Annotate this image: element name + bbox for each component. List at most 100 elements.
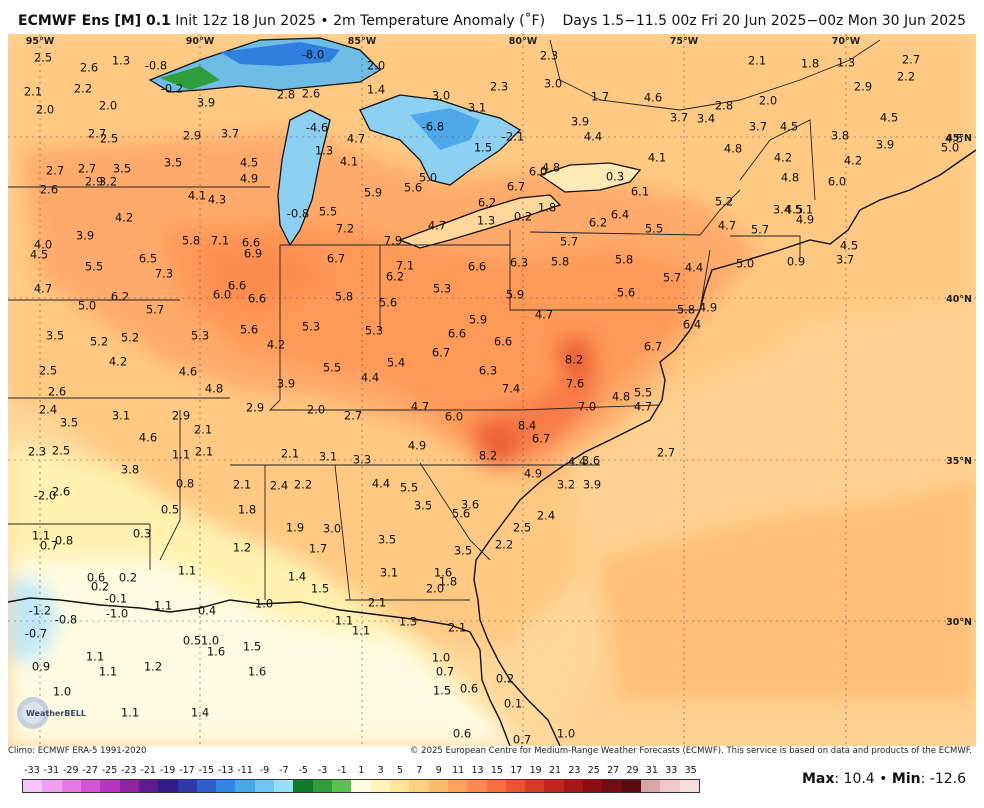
colorbar bbox=[22, 779, 700, 793]
anomaly-value: 3.5 bbox=[414, 499, 432, 513]
colorbar-swatch bbox=[42, 780, 62, 792]
anomaly-value: 1.1 bbox=[335, 614, 353, 628]
anomaly-value: 1.8 bbox=[801, 57, 819, 71]
anomaly-value: 0.6 bbox=[453, 727, 471, 741]
colorbar-tick-label: 23 bbox=[568, 765, 581, 776]
anomaly-value: 5.5 bbox=[634, 386, 652, 400]
anomaly-value: -0.8 bbox=[287, 207, 309, 221]
anomaly-value: 4.5 bbox=[840, 239, 858, 253]
anomaly-value: 3.1 bbox=[468, 101, 486, 115]
anomaly-value: 4.5 bbox=[780, 120, 798, 134]
anomaly-value: 3.8 bbox=[831, 129, 849, 143]
max-value: 10.4 bbox=[843, 771, 875, 787]
anomaly-value: 6.3 bbox=[479, 364, 497, 378]
anomaly-value: 4.9 bbox=[408, 439, 426, 453]
anomaly-value-labels: 2.5 1.3 -0.82.6-8.02.02.3 2.1 1.8 1.3 2.72.22.… bbox=[24, 48, 963, 747]
colorbar-tick-label: 25 bbox=[587, 765, 600, 776]
colorbar-tick-label: 1 bbox=[358, 765, 365, 776]
anomaly-value: 4.8 bbox=[724, 142, 742, 156]
colorbar-tick-label: -17 bbox=[179, 765, 195, 776]
anomaly-value: 1.5 bbox=[311, 582, 329, 596]
colorbar-tick-label: 13 bbox=[471, 765, 484, 776]
anomaly-value: 2.3 bbox=[490, 80, 508, 94]
anomaly-value: 3.0 bbox=[323, 522, 341, 536]
anomaly-value: 2.1 bbox=[281, 447, 299, 461]
anomaly-value: 0.2 bbox=[119, 571, 137, 585]
anomaly-value: 1.0 bbox=[255, 597, 273, 611]
anomaly-value: 6.4 bbox=[611, 208, 629, 222]
colorbar-tick-label: 33 bbox=[665, 765, 678, 776]
colorbar-swatch bbox=[389, 780, 410, 792]
anomaly-value: 2.2 bbox=[294, 478, 312, 492]
colorbar-tick-label: -33 bbox=[24, 765, 40, 776]
anomaly-value: 6.0 bbox=[445, 410, 463, 424]
colorbar-tick-label: 19 bbox=[529, 765, 542, 776]
anomaly-value: 2.9 bbox=[85, 175, 103, 189]
colorbar-tick-label: 27 bbox=[607, 765, 620, 776]
anomaly-value: 5.4 bbox=[387, 356, 405, 370]
colorbar-swatch bbox=[235, 780, 255, 792]
anomaly-value: 0.2 bbox=[91, 580, 109, 594]
colorbar-tick-label: -31 bbox=[43, 765, 60, 776]
anomaly-value: 1.8 bbox=[238, 503, 256, 517]
colorbar-tick-label: -11 bbox=[237, 765, 253, 776]
logo-wordmark: WeatherBELL bbox=[26, 709, 86, 718]
anomaly-value: 1.6 bbox=[434, 566, 452, 580]
colorbar-swatch bbox=[583, 780, 603, 792]
anomaly-value: 2.9 bbox=[854, 80, 872, 94]
anomaly-value: 3.2 bbox=[99, 175, 117, 189]
anomaly-value: 1.1 bbox=[86, 650, 104, 664]
anomaly-value: 4.2 bbox=[115, 211, 133, 225]
anomaly-value: 7.6 bbox=[566, 377, 584, 391]
anomaly-value: 1.1 bbox=[99, 665, 117, 679]
colorbar-tick-label: 35 bbox=[684, 765, 697, 776]
anomaly-value: 3.6 bbox=[582, 454, 600, 468]
anomaly-value: 1.1 bbox=[154, 599, 172, 613]
anomaly-value: 4.3 bbox=[208, 193, 226, 207]
min-label: Min bbox=[891, 771, 921, 787]
anomaly-value: 2.2 bbox=[74, 82, 92, 96]
colorbar-swatch bbox=[486, 780, 506, 792]
anomaly-value: 5.3 bbox=[365, 324, 383, 338]
anomaly-value: 6.4 bbox=[683, 318, 701, 332]
anomaly-value: 0.1 bbox=[504, 697, 522, 711]
anomaly-value: 1.4 bbox=[288, 570, 306, 584]
anomaly-value: 4.6 bbox=[179, 365, 197, 379]
anomaly-value: 5.6 bbox=[452, 507, 470, 521]
anomaly-value: 2.1 bbox=[233, 478, 251, 492]
anomaly-value: 5.5 bbox=[400, 481, 418, 495]
colorbar-tick-label: 9 bbox=[435, 765, 442, 776]
anomaly-value: 2.5 bbox=[100, 132, 118, 146]
anomaly-value: 5.7 bbox=[560, 235, 578, 249]
anomaly-value: 6.6 bbox=[248, 292, 266, 306]
anomaly-value: 7.3 bbox=[155, 267, 173, 281]
anomaly-value: 0.8 bbox=[176, 477, 194, 491]
anomaly-value: 3.7 bbox=[749, 120, 767, 134]
anomaly-value: 5.8 bbox=[182, 234, 200, 248]
anomaly-value: 3.5 bbox=[113, 162, 131, 176]
longitude-label: 80°W bbox=[509, 36, 538, 47]
colorbar-swatch bbox=[158, 780, 178, 792]
min-value: -12.6 bbox=[929, 771, 966, 787]
colorbar-swatch bbox=[293, 780, 313, 792]
anomaly-value: 0.7 bbox=[513, 733, 531, 747]
anomaly-value: 5.7 bbox=[663, 271, 681, 285]
anomaly-value: 4.7 bbox=[535, 308, 553, 322]
anomaly-value: 6.3 bbox=[510, 256, 528, 270]
anomaly-value: 2.7 bbox=[88, 127, 106, 141]
valid-range: 00z Fri 20 Jun 2025−00z Mon 30 Jun 2025 bbox=[671, 13, 967, 29]
anomaly-value: 4.7 bbox=[428, 219, 446, 233]
anomaly-value: 2.0 bbox=[759, 94, 777, 108]
anomaly-value: 1.3 bbox=[112, 54, 130, 68]
longitude-labels: 95°W 90°W 85°W 80°W 75°W 70°W bbox=[26, 36, 861, 47]
anomaly-value: 1.1 bbox=[32, 529, 50, 543]
valid-period: Days 1.5−11.5 00z Fri 20 Jun 2025−00z Mo… bbox=[562, 13, 966, 29]
stats-separator: • bbox=[879, 771, 888, 787]
anomaly-value: 3.5 bbox=[378, 533, 396, 547]
colorbar-tick-label: -21 bbox=[140, 765, 156, 776]
colorbar-swatch bbox=[274, 780, 294, 792]
anomaly-value: 1.5 bbox=[474, 141, 492, 155]
colorbar-swatch bbox=[119, 780, 139, 792]
colorbar-swatch bbox=[216, 780, 236, 792]
colorbar-tick-label: 29 bbox=[626, 765, 639, 776]
